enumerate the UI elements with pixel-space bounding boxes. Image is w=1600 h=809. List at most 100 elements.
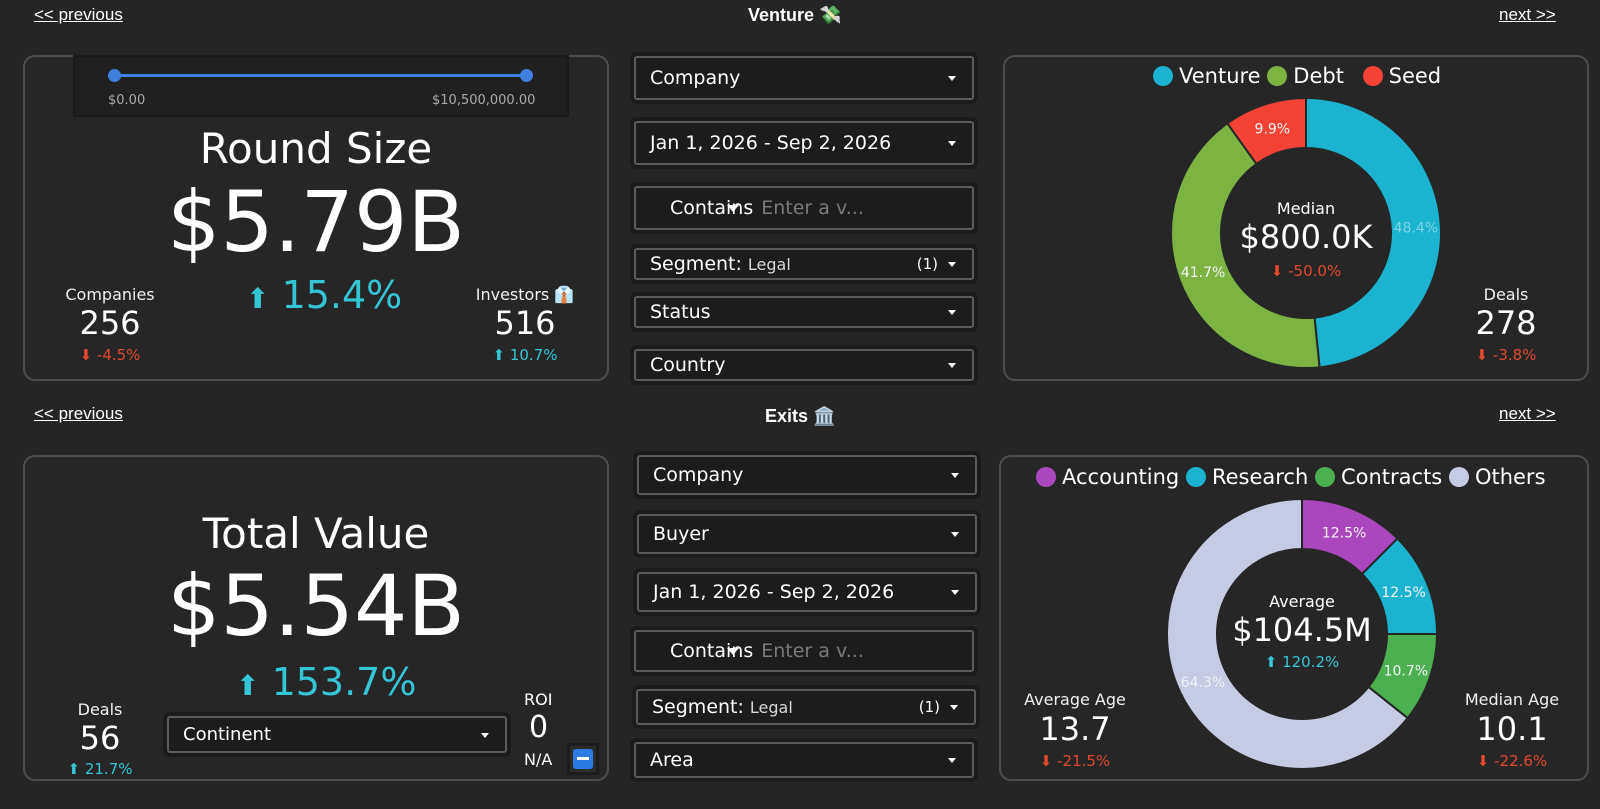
status-label: Status	[650, 301, 711, 323]
chevron-down-icon	[951, 590, 959, 595]
average-age-change: ⬇ -21.5%	[1039, 752, 1111, 770]
buyer-dropdown[interactable]: Buyer	[637, 514, 977, 554]
contains-operator-label: Contains	[670, 197, 754, 219]
roi-label: ROI	[524, 690, 553, 709]
legend-dot-contracts	[1314, 467, 1335, 487]
chevron-down-icon	[727, 648, 740, 655]
donut-label-accounting: 12.5%	[1322, 525, 1366, 541]
section-title-venture: Venture 💸	[748, 5, 842, 25]
next-link[interactable]: next >>	[1499, 404, 1556, 423]
exits-contains-operator-label: Contains	[670, 640, 754, 662]
investors-change: ⬆ 10.7%	[492, 346, 558, 364]
company-dropdown[interactable]: Company	[634, 56, 974, 100]
median-age-change: ⬇ -22.6%	[1476, 752, 1548, 770]
donut-slice-venture[interactable]	[1305, 96, 1442, 369]
arrow-up-icon: ⬆	[492, 346, 510, 364]
median-change: ⬇ -50.0%	[1270, 262, 1342, 280]
arrow-up-icon: ⬆	[1264, 653, 1283, 671]
donut-slice-others[interactable]	[1166, 497, 1410, 770]
exits-segment-value: Legal	[749, 697, 793, 717]
arrow-up-icon: ⬆	[246, 282, 270, 315]
total-value-change-value: 153.7%	[271, 660, 417, 704]
exits-segment-dropdown[interactable]: Segment: Legal (1)	[636, 689, 976, 725]
legend-dot-venture	[1153, 66, 1173, 86]
arrow-up-icon: ⬆	[67, 760, 85, 778]
status-dropdown[interactable]: Status	[634, 296, 974, 328]
area-dropdown[interactable]: Area	[634, 742, 974, 778]
exits-deals-change: ⬆ 21.7%	[67, 760, 133, 778]
companies-value: 256	[79, 304, 141, 342]
legend-dot-others	[1448, 467, 1469, 487]
date-range-picker[interactable]: Jan 1, 2026 - Sep 2, 2026	[634, 121, 974, 165]
legend-contracts[interactable]: Contracts	[1340, 465, 1443, 489]
exits-contains-filter[interactable]: Contains	[634, 630, 1005, 672]
roi-toggle-box[interactable]	[570, 746, 596, 772]
legend-seed[interactable]: Seed	[1388, 64, 1442, 88]
slider-min-handle[interactable]	[108, 69, 121, 82]
chevron-down-icon	[948, 262, 956, 267]
median-age-value: 10.1	[1476, 710, 1548, 748]
legend-research[interactable]: Research	[1211, 465, 1309, 489]
chevron-down-icon	[948, 363, 956, 368]
donut-label-research: 12.5%	[1381, 585, 1425, 601]
donut-label-contracts: 10.7%	[1384, 663, 1428, 679]
contains-operator-select[interactable]: Contains	[636, 188, 753, 228]
investors-value: 516	[494, 304, 556, 342]
median-value: $800.0K	[1239, 218, 1373, 256]
arrow-down-icon: ⬇	[79, 346, 97, 364]
exits-deals-label: Deals	[77, 700, 123, 719]
deals-change: ⬇ -3.8%	[1475, 346, 1537, 364]
area-label: Area	[650, 749, 694, 771]
average-value: $104.5M	[1232, 611, 1372, 649]
slider-max-handle[interactable]	[520, 69, 533, 82]
exits-contains-operator-select[interactable]: Contains	[636, 632, 753, 670]
median-age-label: Median Age	[1464, 690, 1560, 709]
segment-dropdown[interactable]: Segment: Legal (1)	[634, 248, 974, 280]
continent-dropdown[interactable]: Continent	[167, 716, 507, 753]
donut-slice-debt[interactable]	[1170, 121, 1321, 369]
section-title-exits: Exits 🏛️	[765, 406, 836, 426]
exits-company-label: Company	[653, 464, 744, 486]
buyer-label: Buyer	[653, 523, 709, 545]
legend-accounting[interactable]: Accounting	[1062, 465, 1180, 489]
arrow-down-icon: ⬇	[1476, 752, 1495, 770]
exits-date-range-picker[interactable]: Jan 1, 2026 - Sep 2, 2026	[637, 572, 977, 612]
exits-date-range-label: Jan 1, 2026 - Sep 2, 2026	[653, 581, 895, 603]
country-dropdown[interactable]: Country	[634, 349, 974, 381]
chevron-down-icon	[951, 532, 959, 537]
donut-label-others: 64.3%	[1181, 675, 1225, 691]
companies-label: Companies	[65, 285, 155, 304]
round-size-change-value: 15.4%	[281, 273, 403, 317]
chevron-down-icon	[951, 473, 959, 478]
arrow-up-icon: ⬆	[236, 669, 260, 702]
chevron-down-icon	[948, 758, 956, 763]
slider-track	[115, 74, 527, 77]
average-age-label: Average Age	[1024, 690, 1126, 709]
legend-venture[interactable]: Venture	[1179, 64, 1261, 88]
previous-link[interactable]: << previous	[34, 404, 123, 423]
exits-segment-count: (1)	[918, 698, 940, 716]
next-link[interactable]: next >>	[1499, 5, 1556, 24]
exits-company-dropdown[interactable]: Company	[637, 455, 977, 495]
legend-debt[interactable]: Debt	[1293, 64, 1344, 88]
venture-donut-chart: 48.4% 41.7% 9.9%	[1170, 96, 1442, 369]
date-range-label: Jan 1, 2026 - Sep 2, 2026	[650, 132, 892, 154]
previous-link[interactable]: << previous	[34, 5, 123, 24]
chevron-down-icon	[948, 76, 956, 81]
arrow-down-icon: ⬇	[1475, 346, 1493, 364]
legend-dot-accounting	[1036, 467, 1056, 487]
slider-min-label: $0.00	[108, 93, 146, 108]
contains-value-input[interactable]	[753, 188, 1005, 228]
legend-dot-research	[1185, 467, 1206, 487]
segment-count: (1)	[916, 255, 938, 273]
segment-value: Legal	[747, 254, 791, 274]
average-change: ⬆ 120.2%	[1264, 653, 1340, 671]
donut-slice-seed[interactable]	[1225, 96, 1307, 166]
exits-deals-value: 56	[79, 719, 121, 757]
contains-filter[interactable]: Contains	[634, 186, 1005, 230]
exits-contains-value-input[interactable]	[753, 632, 1005, 670]
minus-icon[interactable]	[573, 749, 593, 769]
legend-others[interactable]: Others	[1474, 465, 1546, 489]
slider-max-label: $10,500,000.00	[432, 93, 536, 108]
round-size-slider[interactable]: $0.00 $10,500,000.00	[75, 57, 567, 115]
